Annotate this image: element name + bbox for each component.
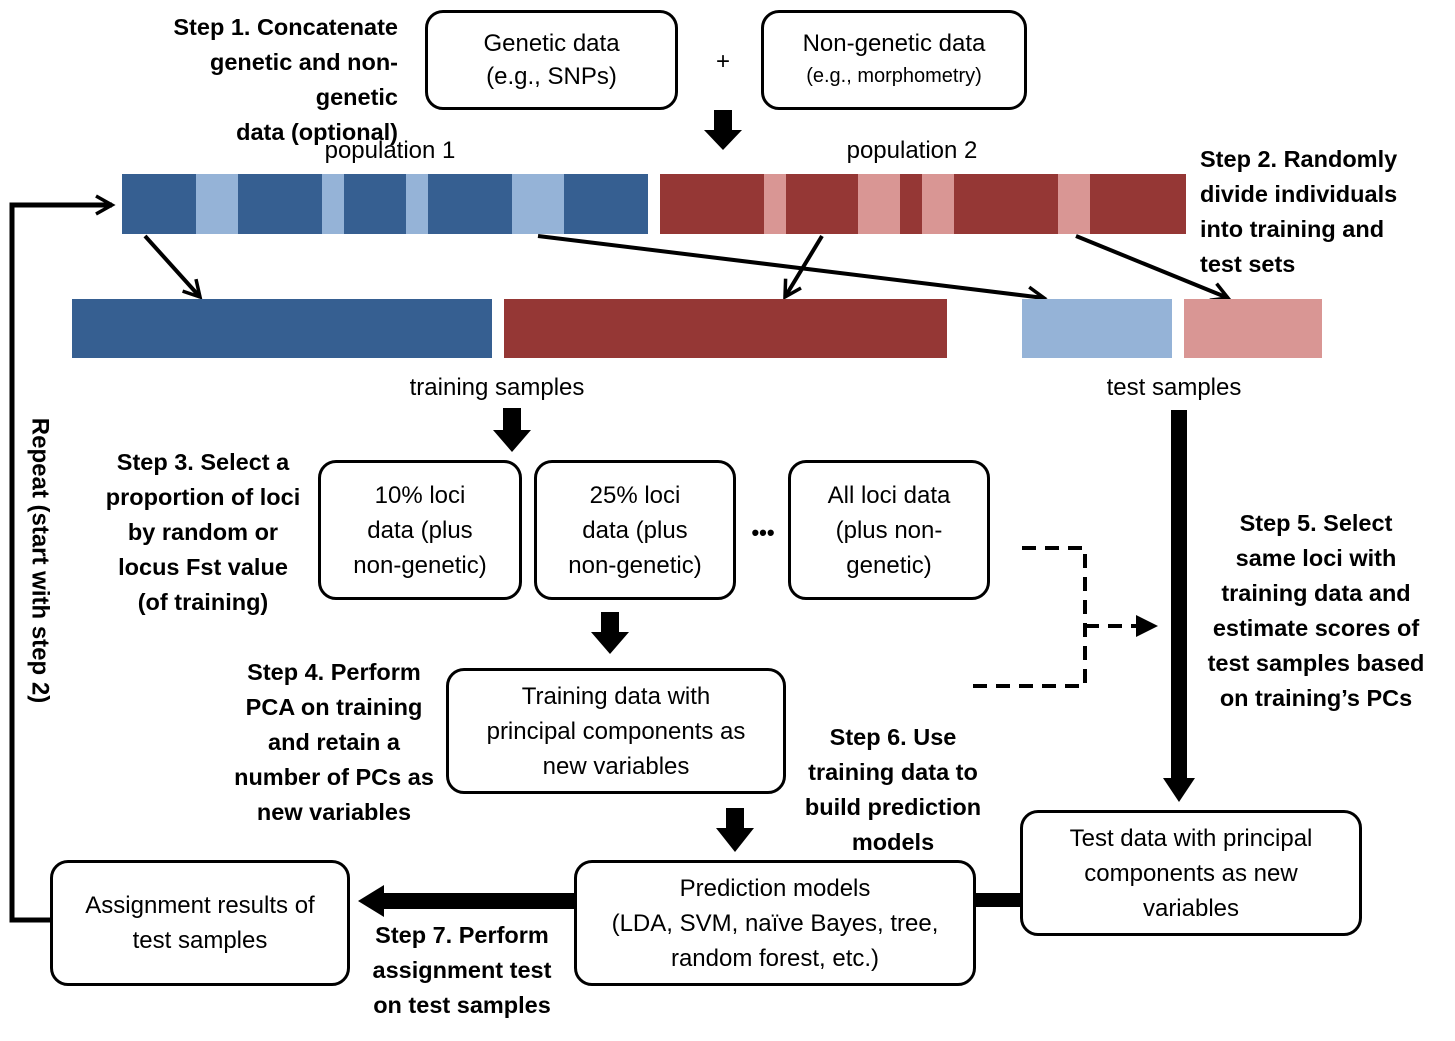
pop1-segment <box>122 174 196 234</box>
step5-text: Step 5. Select same loci with training d… <box>1207 510 1425 711</box>
ellipsis: ••• <box>751 520 775 545</box>
step4-text: Step 4. Perform PCA on training and reta… <box>234 659 434 825</box>
step3-text: Step 3. Select a proportion of loci by r… <box>105 449 301 615</box>
genetic-data-box: Genetic data (e.g., SNPs) <box>425 10 678 110</box>
test-pc-box: Test data with principal components as n… <box>1020 810 1362 936</box>
arrow-pop1-to-training <box>143 234 203 300</box>
pop2-segment <box>954 174 1058 234</box>
down-arrow-pca <box>591 612 629 654</box>
repeat-text: Repeat (start with step 2) <box>26 417 54 704</box>
pop1-segment <box>238 174 322 234</box>
pop1-segment <box>512 174 564 234</box>
test-to-models-link <box>974 893 1022 907</box>
step6-text: Step 6. Use training data to build predi… <box>804 724 982 855</box>
pop1-segment <box>428 174 512 234</box>
population2-bar <box>660 174 1186 234</box>
pop2-segment <box>786 174 858 234</box>
arrow-pop1-to-test <box>537 234 1048 307</box>
models-to-results-shaft <box>380 893 576 909</box>
prediction-models-box: Prediction models (LDA, SVM, naïve Bayes… <box>574 860 976 986</box>
population2-label: population 2 <box>846 137 978 164</box>
test-samples-label: test samples <box>1106 374 1242 401</box>
pop2-segment <box>660 174 764 234</box>
arrow-pop2-to-test <box>1075 234 1232 303</box>
pop2-segment <box>1058 174 1090 234</box>
down-arrow-training <box>493 408 531 452</box>
test-pop1-bar <box>1022 299 1172 358</box>
training-samples-label: training samples <box>409 374 585 401</box>
repeat-loop-line <box>9 194 116 923</box>
dashed-arrowhead <box>1136 615 1158 637</box>
test-stream-shaft <box>1171 410 1187 782</box>
loci-all-box: All loci data (plus non- genetic) <box>788 460 990 600</box>
pop1-segment <box>322 174 344 234</box>
pop2-segment <box>858 174 900 234</box>
nongenetic-data-box: Non-genetic data (e.g., morphometry) <box>761 10 1027 110</box>
training-pop2-bar <box>504 299 947 358</box>
arrow-pop2-to-training <box>783 234 824 301</box>
genetic-data-title: Genetic data <box>483 30 620 57</box>
loci-10-box: 10% loci data (plus non-genetic) <box>318 460 522 600</box>
pop1-segment <box>406 174 428 234</box>
pop1-segment <box>344 174 406 234</box>
pop2-segment <box>922 174 954 234</box>
assignment-results-box: Assignment results of test samples <box>50 860 350 986</box>
pop2-segment <box>764 174 786 234</box>
pop2-segment <box>900 174 922 234</box>
step2-text: Step 2. Randomly divide individuals into… <box>1200 146 1398 277</box>
pop2-segment <box>1090 174 1186 234</box>
training-pc-box: Training data with principal components … <box>446 668 786 794</box>
plus-sign: + <box>715 48 730 75</box>
training-pop1-bar <box>72 299 492 358</box>
down-arrow-models <box>716 808 754 852</box>
step1-text: Step 1. Concatenate genetic and non-gene… <box>173 14 398 145</box>
population1-bar <box>122 174 648 234</box>
nongenetic-data-example: (e.g., morphometry) <box>806 65 982 87</box>
test-stream-arrowhead <box>1163 778 1195 802</box>
step7-text: Step 7. Perform assignment test on test … <box>372 922 552 1018</box>
loci-25-box: 25% loci data (plus non-genetic) <box>534 460 736 600</box>
down-arrow-concat <box>704 110 742 150</box>
models-to-results-arrowhead <box>358 885 384 917</box>
pop1-segment <box>564 174 648 234</box>
dashed-bracket <box>972 546 1140 688</box>
genetic-data-example: (e.g., SNPs) <box>486 63 617 90</box>
nongenetic-data-title: Non-genetic data <box>802 30 986 57</box>
population1-label: population 1 <box>324 137 456 164</box>
pop1-segment <box>196 174 238 234</box>
test-pop2-bar <box>1184 299 1322 358</box>
